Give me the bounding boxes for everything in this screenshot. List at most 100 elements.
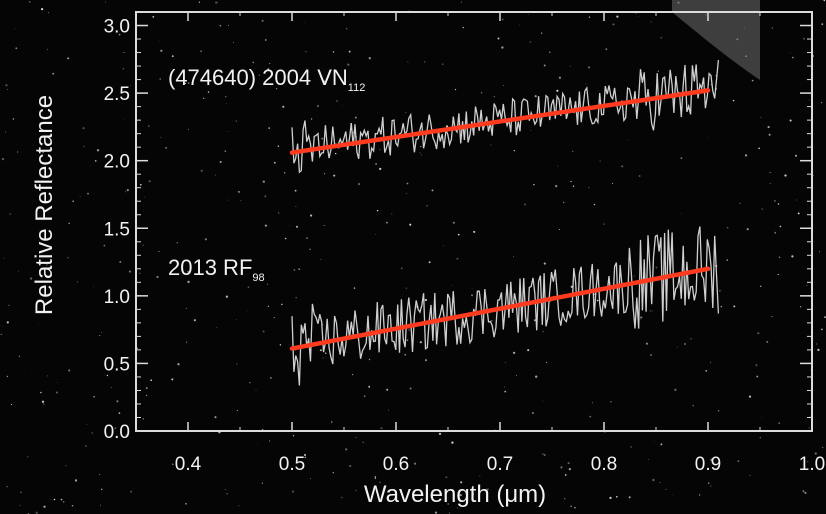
- star-dot: [491, 320, 492, 321]
- star-dot: [569, 468, 571, 470]
- star-dot: [294, 269, 296, 271]
- star-dot: [324, 173, 325, 174]
- star-dot: [761, 417, 762, 418]
- star-dot: [341, 497, 343, 499]
- star-dot: [227, 493, 228, 494]
- star-dot: [68, 369, 70, 371]
- star-dot: [149, 180, 151, 182]
- star-dot: [503, 85, 504, 86]
- star-dot: [256, 389, 257, 390]
- star-dot: [791, 255, 793, 257]
- star-dot: [240, 200, 241, 201]
- star-dot: [542, 453, 543, 454]
- star-dot: [18, 271, 19, 272]
- star-dot: [325, 352, 327, 354]
- star-dot: [757, 332, 759, 334]
- star-dot: [542, 331, 543, 332]
- star-dot: [432, 189, 434, 191]
- star-dot: [795, 155, 797, 157]
- star-dot: [616, 16, 618, 18]
- star-dot: [749, 396, 751, 398]
- star-dot: [263, 181, 265, 183]
- star-dot: [47, 375, 48, 376]
- star-dot: [501, 46, 503, 48]
- star-dot: [638, 16, 639, 17]
- star-dot: [77, 281, 78, 282]
- star-dot: [27, 456, 28, 457]
- star-dot: [159, 251, 160, 252]
- star-dot: [86, 424, 87, 425]
- star-dot: [804, 492, 806, 494]
- star-dot: [320, 349, 322, 351]
- star-dot: [504, 391, 506, 393]
- star-dot: [265, 39, 266, 40]
- star-dot: [5, 132, 6, 133]
- star-dot: [651, 21, 652, 22]
- star-dot: [513, 352, 515, 354]
- star-dot: [159, 41, 160, 42]
- star-dot: [616, 496, 618, 498]
- star-dot: [809, 427, 810, 428]
- star-dot: [325, 465, 326, 466]
- star-dot: [628, 140, 629, 141]
- star-dot: [165, 147, 167, 149]
- star-dot: [379, 168, 381, 170]
- star-dot: [8, 305, 9, 306]
- star-dot: [790, 52, 791, 53]
- star-dot: [772, 316, 773, 317]
- star-dot: [673, 495, 674, 496]
- star-dot: [82, 127, 84, 129]
- star-dot: [570, 181, 571, 182]
- star-dot: [90, 166, 91, 167]
- star-dot: [472, 288, 473, 289]
- star-dot: [819, 251, 820, 252]
- star-dot: [130, 85, 131, 86]
- star-dot: [20, 505, 21, 506]
- star-dot: [2, 158, 4, 160]
- star-dot: [535, 95, 537, 97]
- star-dot: [20, 492, 22, 494]
- star-dot: [612, 183, 613, 184]
- star-dot: [352, 374, 353, 375]
- star-dot: [375, 478, 376, 479]
- star-dot: [650, 310, 651, 311]
- star-dot: [690, 338, 692, 340]
- star-dot: [435, 512, 437, 514]
- star-dot: [406, 193, 407, 194]
- star-dot: [455, 89, 456, 90]
- star-dot: [530, 130, 531, 131]
- star-dot: [621, 165, 623, 167]
- star-dot: [420, 152, 421, 153]
- star-dot: [380, 427, 382, 429]
- star-dot: [760, 117, 761, 118]
- x-tick-label-0: 0.4: [175, 454, 202, 475]
- star-dot: [821, 102, 822, 103]
- star-dot: [822, 447, 823, 448]
- star-dot: [377, 210, 379, 212]
- star-dot: [556, 90, 558, 92]
- star-dot: [401, 268, 402, 269]
- star-dot: [355, 490, 356, 491]
- star-dot: [306, 237, 307, 238]
- star-dot: [124, 120, 125, 121]
- star-dot: [285, 238, 287, 240]
- star-dot: [652, 311, 653, 312]
- star-dot: [280, 344, 281, 345]
- star-dot: [61, 499, 63, 501]
- star-dot: [186, 342, 187, 343]
- star-dot: [674, 389, 676, 391]
- star-dot: [309, 249, 310, 250]
- star-dot: [226, 103, 227, 104]
- star-dot: [227, 200, 228, 201]
- star-dot: [420, 146, 421, 147]
- star-dot: [774, 232, 776, 234]
- star-dot: [610, 401, 611, 402]
- star-dot: [111, 387, 112, 388]
- star-dot: [160, 137, 161, 138]
- star-dot: [80, 196, 81, 197]
- star-dot: [40, 392, 42, 394]
- star-dot: [794, 309, 795, 310]
- star-dot: [760, 286, 761, 287]
- star-dot: [652, 479, 654, 481]
- star-dot: [772, 27, 773, 28]
